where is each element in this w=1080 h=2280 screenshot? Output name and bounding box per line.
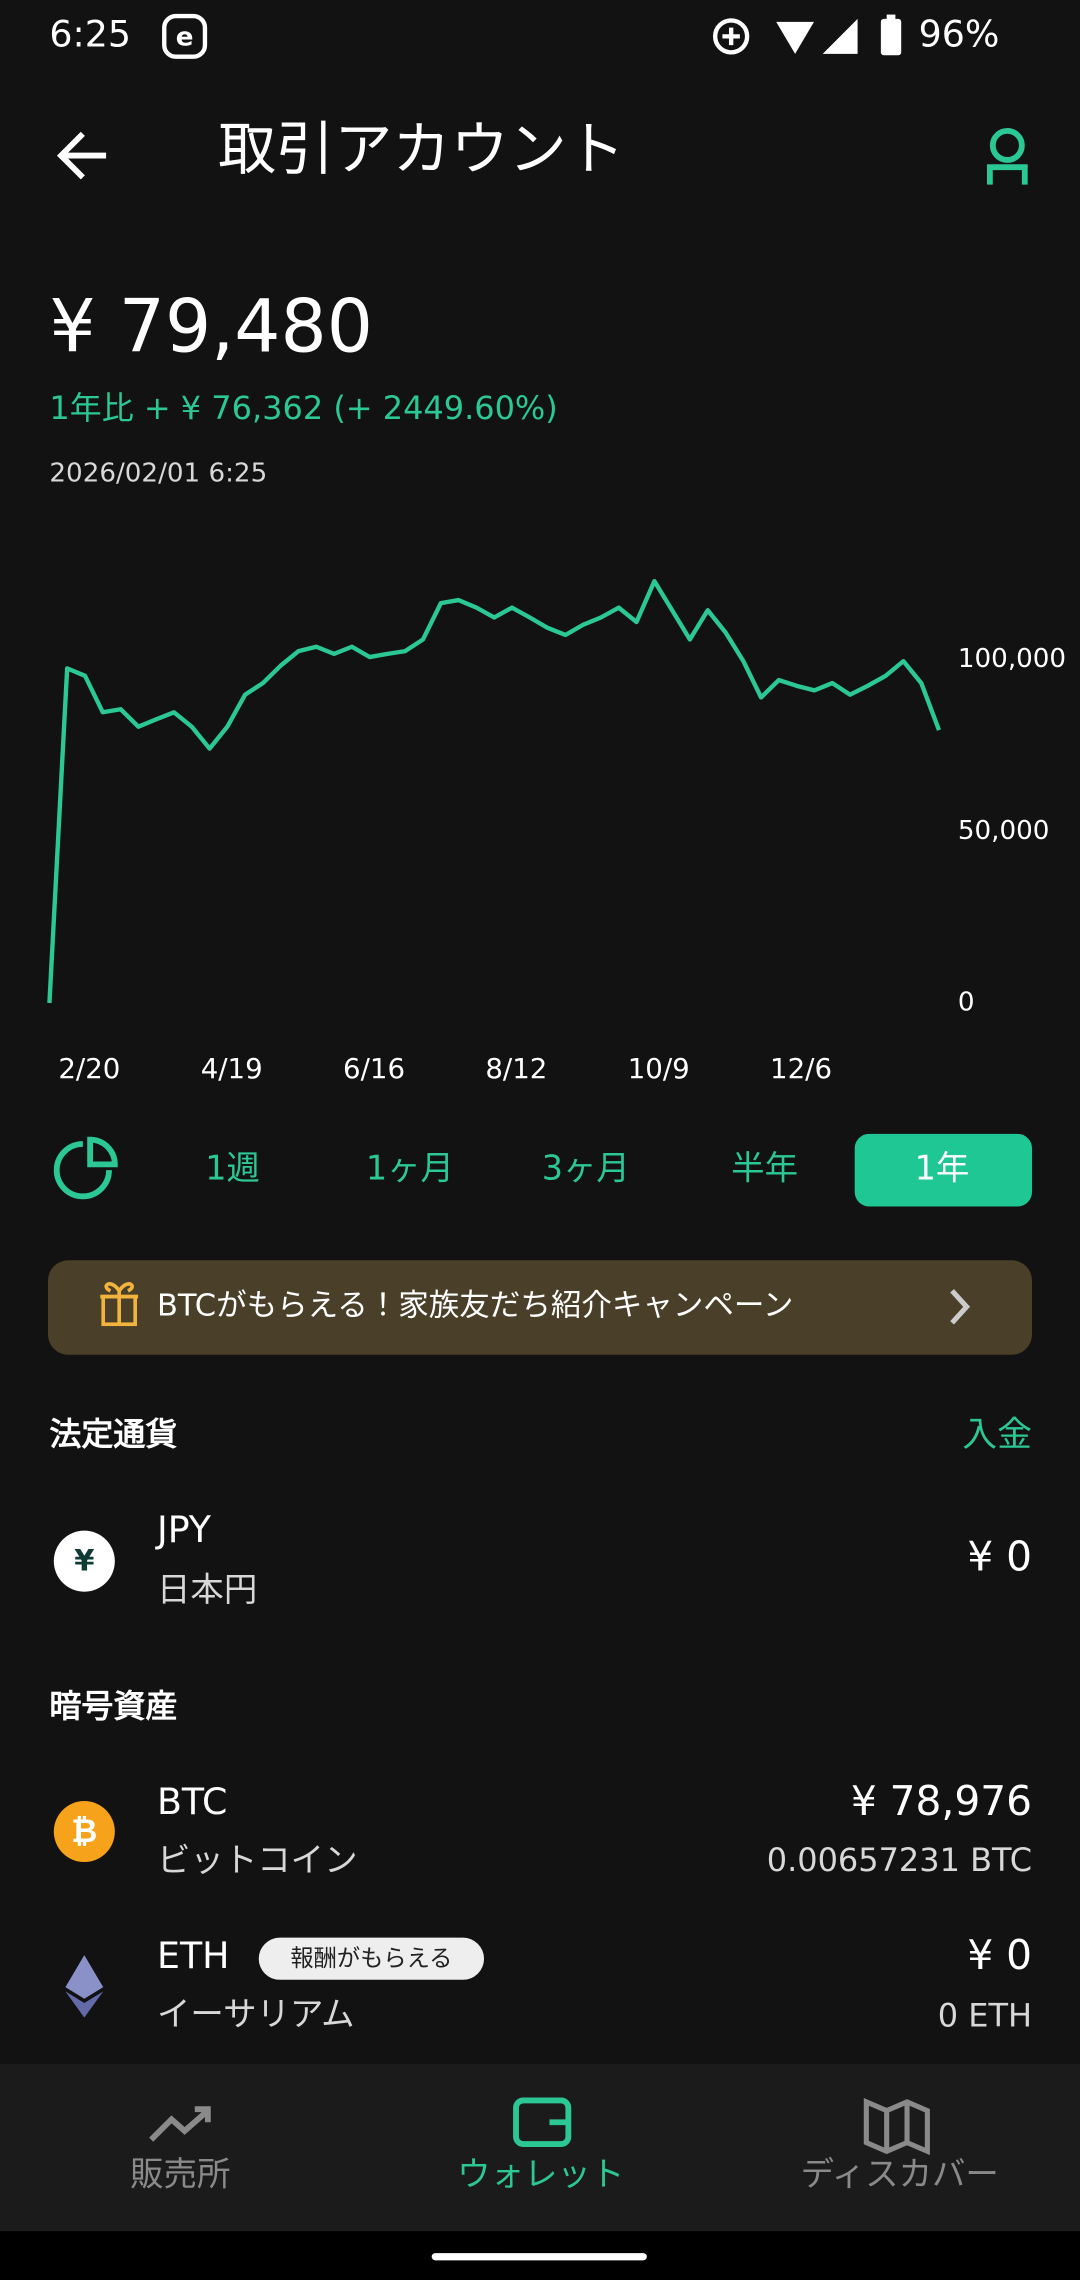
nav-item[interactable]: ディスカバー <box>801 2098 999 2194</box>
period-button[interactable]: 1年 <box>915 1149 970 1188</box>
balance-change: 1年比 + ¥ 76,362 (+ 2449.60%) <box>49 389 557 427</box>
asset-symbol: JPY <box>155 1508 212 1551</box>
balance-amount: ¥ 79,480 <box>49 285 373 369</box>
balance-timestamp: 2026/02/01 6:25 <box>49 458 267 488</box>
svg-text:¥: ¥ <box>74 1544 94 1578</box>
y-tick-label: 100,000 <box>958 644 1066 674</box>
header-title: 取引アカウント <box>218 115 625 183</box>
deposit-button[interactable]: 入金 <box>962 1415 1032 1455</box>
profile-button[interactable] <box>986 127 1028 185</box>
asset-row[interactable]: ₿ BTC ビットコイン ¥ 78,976 0.00657231 BTC <box>53 1777 1032 1880</box>
nav-item[interactable]: ウォレット <box>457 2097 624 2194</box>
status-e-icon: e <box>162 13 208 59</box>
status-time: 6:25 <box>49 12 131 55</box>
section-title: 暗号資産 <box>49 1687 177 1725</box>
period-selector: 1週 1ヶ月 3ヶ月 半年 1年 <box>205 1133 1033 1207</box>
price-line <box>47 578 942 1004</box>
asset-amount: 0.00657231 BTC <box>767 1841 1032 1879</box>
home-indicator <box>431 2253 647 2261</box>
y-tick-label: 50,000 <box>958 816 1050 846</box>
asset-name: 日本円 <box>157 1570 257 1609</box>
back-button[interactable] <box>56 131 107 180</box>
asset-name: イーサリアム <box>157 1995 355 2034</box>
x-tick-label: 6/16 <box>343 1052 405 1085</box>
x-tick-label: 2/20 <box>58 1052 120 1085</box>
period-button[interactable]: 3ヶ月 <box>542 1149 630 1188</box>
asset-value: ¥ 0 <box>967 1931 1032 1979</box>
period-button[interactable]: 1週 <box>205 1149 260 1188</box>
svg-text:₿: ₿ <box>71 1812 97 1850</box>
banner-text: BTCがもらえる！家族友だち紹介キャンペーン <box>157 1288 793 1323</box>
x-tick-label: 4/19 <box>201 1052 263 1085</box>
chart: 0 50,000 100,000 2/20 4/19 6/16 8/12 10/9 12/6 <box>47 578 1066 1085</box>
period-button[interactable]: 半年 <box>731 1149 798 1188</box>
asset-row[interactable]: ¥ JPY 日本円 ¥ 0 <box>53 1508 1032 1609</box>
reward-badge: 報酬がもらえる <box>290 1945 452 1972</box>
asset-symbol: BTC <box>157 1780 227 1823</box>
nav-label: 販売所 <box>130 2155 230 2194</box>
section-title: 法定通貨 <box>49 1415 177 1453</box>
x-tick-label: 8/12 <box>485 1052 547 1085</box>
asset-row[interactable]: ETH 報酬がもらえる イーサリアム ¥ 0 0 ETH <box>65 1931 1032 2035</box>
status-icons <box>712 14 902 56</box>
allocation-button[interactable] <box>53 1136 118 1200</box>
nav-label: ディスカバー <box>801 2155 999 2194</box>
svg-text:e: e <box>176 22 194 52</box>
status-battery: 96% <box>919 12 1000 55</box>
period-button[interactable]: 1ヶ月 <box>366 1149 454 1188</box>
nav-item[interactable]: 販売所 <box>130 2106 230 2194</box>
y-tick-label: 0 <box>958 988 975 1018</box>
asset-value: ¥ 0 <box>967 1533 1032 1581</box>
asset-amount: 0 ETH <box>938 1997 1032 2035</box>
campaign-banner[interactable]: BTCがもらえる！家族友だち紹介キャンペーン <box>47 1260 1033 1355</box>
nav-label: ウォレット <box>457 2155 624 2194</box>
asset-name: ビットコイン <box>157 1841 358 1880</box>
asset-value: ¥ 78,976 <box>851 1777 1032 1825</box>
x-tick-label: 12/6 <box>770 1052 832 1085</box>
period-active-bg <box>854 1133 1033 1207</box>
x-tick-label: 10/9 <box>628 1052 690 1085</box>
asset-symbol: ETH <box>157 1934 229 1977</box>
